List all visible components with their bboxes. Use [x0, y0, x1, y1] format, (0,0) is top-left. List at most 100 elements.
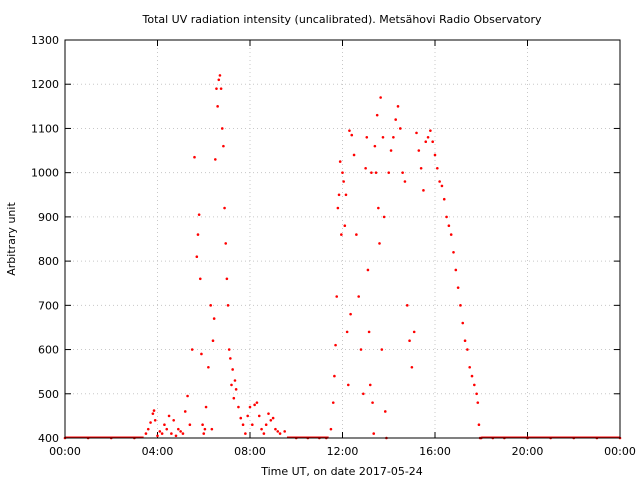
data-point: [203, 427, 207, 431]
data-point: [415, 131, 418, 135]
x-tick-label: 16:00: [419, 445, 451, 458]
data-point: [383, 410, 387, 413]
data-point: [211, 339, 215, 343]
data-point: [370, 171, 373, 174]
data-point: [217, 78, 221, 82]
data-point: [408, 339, 411, 343]
data-point: [394, 118, 397, 121]
data-point: [274, 427, 277, 431]
data-point: [431, 140, 434, 144]
data-point: [424, 140, 428, 144]
data-point: [336, 206, 340, 210]
data-point: [445, 215, 448, 219]
data-point: [207, 365, 210, 369]
data-point: [343, 224, 347, 228]
data-point: [223, 206, 226, 210]
data-point: [399, 127, 402, 130]
data-point: [380, 348, 384, 351]
data-point: [156, 434, 159, 438]
data-point: [215, 87, 218, 90]
data-point: [477, 423, 481, 427]
data-point: [197, 213, 201, 216]
data-point: [163, 423, 166, 427]
data-point: [198, 277, 202, 281]
data-point: [357, 295, 360, 298]
data-point: [382, 215, 386, 219]
y-tick-label: 800: [38, 255, 59, 268]
data-point: [230, 383, 233, 387]
data-point: [202, 432, 206, 435]
data-point: [226, 304, 230, 307]
x-tick-label: 12:00: [327, 445, 359, 458]
data-point: [375, 113, 379, 117]
data-point: [392, 135, 395, 139]
data-point: [373, 144, 377, 148]
data-point: [216, 105, 219, 108]
y-tick-label: 1200: [31, 78, 59, 91]
data-point: [440, 184, 444, 188]
data-point: [209, 304, 212, 307]
data-point: [475, 392, 478, 396]
y-tick-label: 1100: [31, 122, 59, 135]
data-point: [246, 414, 249, 418]
data-point: [181, 432, 185, 435]
data-point: [337, 193, 341, 197]
data-point: [218, 74, 222, 77]
grid: [65, 40, 620, 438]
data-point: [232, 396, 236, 400]
data-point: [410, 365, 414, 369]
data-point: [253, 403, 256, 407]
data-point: [348, 129, 351, 132]
data-point: [152, 409, 156, 412]
data-point: [146, 427, 150, 431]
x-tick-label: 00:00: [604, 445, 636, 458]
data-point: [452, 250, 455, 254]
data-point: [362, 392, 365, 396]
data-point: [260, 427, 263, 431]
data-point: [456, 286, 460, 289]
data-point: [365, 135, 369, 139]
x-tick-label: 00:00: [49, 445, 81, 458]
y-tick-label: 700: [38, 299, 59, 312]
data-point: [174, 434, 178, 438]
data-point: [160, 432, 164, 435]
data-point: [234, 388, 238, 391]
data-point: [368, 383, 372, 387]
data-point: [334, 343, 337, 347]
y-tick-label: 400: [38, 432, 59, 445]
data-point: [214, 158, 217, 161]
data-point: [349, 312, 352, 316]
data-point: [341, 171, 344, 174]
data-point: [381, 135, 385, 139]
data-point: [183, 410, 187, 413]
data-point: [224, 242, 228, 245]
data-point: [231, 368, 234, 371]
data-point: [359, 348, 363, 351]
data-point: [476, 401, 480, 404]
data-point: [387, 171, 391, 174]
data-point: [177, 427, 180, 431]
data-point: [335, 295, 339, 298]
data-point: [264, 423, 268, 427]
data-point: [449, 233, 453, 236]
data-point: [195, 255, 199, 258]
tick-labels: 400 500 600 700 800 900 1000 1100 1200 1300 00:00 0…: [31, 34, 636, 458]
data-point: [378, 242, 381, 245]
y-tick-label: 900: [38, 211, 59, 224]
data-point: [417, 149, 421, 152]
data-point: [153, 419, 157, 422]
chart-title: Total UV radiation intensity (uncalibrat…: [142, 13, 542, 26]
data-point: [271, 416, 275, 420]
data-point: [186, 394, 189, 398]
data-point: [241, 423, 245, 427]
data-point: [345, 330, 349, 334]
data-point: [470, 374, 474, 378]
data-point: [401, 171, 404, 174]
data-point: [233, 379, 237, 382]
data-point: [219, 87, 223, 90]
data-point: [225, 277, 229, 281]
data-point: [329, 427, 333, 431]
data-point: [352, 153, 356, 157]
data-point: [364, 166, 367, 170]
data-point: [251, 423, 254, 427]
